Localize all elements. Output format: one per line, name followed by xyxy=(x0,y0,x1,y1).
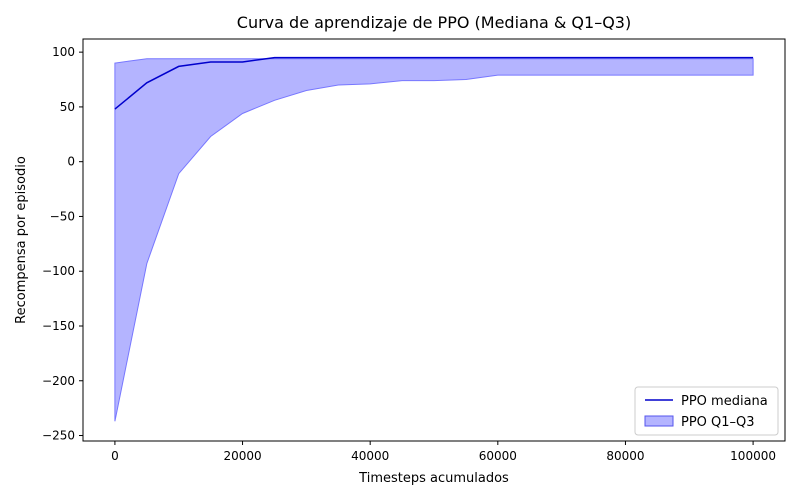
legend: PPO mediana PPO Q1–Q3 xyxy=(634,386,779,436)
y-tick-label: −50 xyxy=(50,209,75,223)
y-tick-label: −250 xyxy=(42,429,75,443)
y-tick-label: −150 xyxy=(42,319,75,333)
plot-area xyxy=(114,56,754,422)
chart-title: Curva de aprendizaje de PPO (Mediana & Q… xyxy=(237,13,631,32)
y-axis-label: Recompensa por episodio xyxy=(14,156,29,324)
x-axis-label: Timesteps acumulados xyxy=(358,471,509,486)
y-tick-label: −200 xyxy=(42,374,75,388)
x-tick-label: 80000 xyxy=(606,449,644,463)
legend-band-label: PPO Q1–Q3 xyxy=(681,415,755,430)
legend-band-swatch xyxy=(644,415,674,427)
y-axis: 100 50 0 −50 −100 −150 −200 −250 xyxy=(42,45,83,443)
y-tick-label: −100 xyxy=(42,264,75,278)
x-axis: 0 20000 40000 60000 80000 100000 xyxy=(111,441,776,463)
axes-frame xyxy=(82,38,786,442)
y-tick-label: 0 xyxy=(67,155,75,169)
legend-median-label: PPO mediana xyxy=(681,394,768,409)
series-q1-q3-band xyxy=(114,58,754,422)
x-tick-label: 0 xyxy=(111,449,119,463)
y-tick-label: 50 xyxy=(60,100,75,114)
x-tick-label: 100000 xyxy=(730,449,776,463)
x-tick-label: 20000 xyxy=(223,449,261,463)
x-tick-label: 40000 xyxy=(351,449,389,463)
x-tick-label: 60000 xyxy=(479,449,517,463)
series-median-line xyxy=(114,56,754,110)
y-tick-label: 100 xyxy=(52,45,75,59)
